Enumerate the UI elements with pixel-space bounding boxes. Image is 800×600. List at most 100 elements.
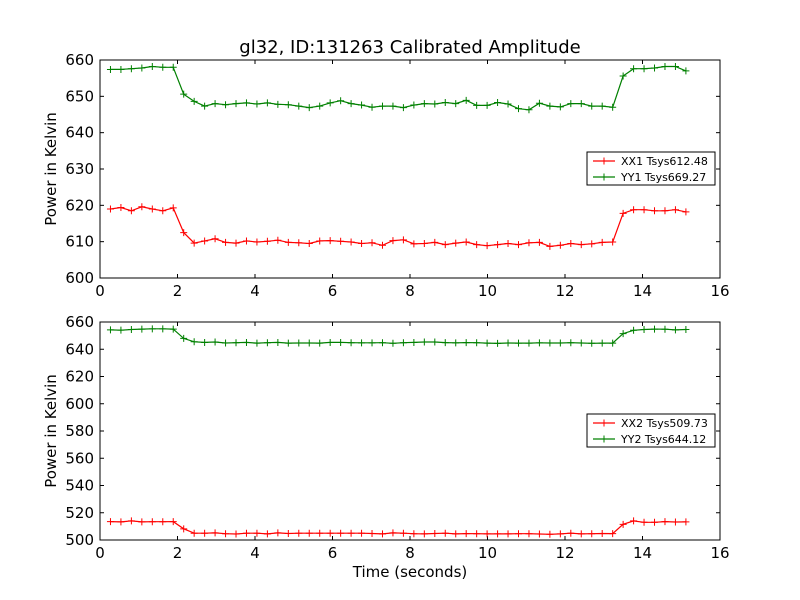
data-point (253, 100, 261, 108)
legend-marker (600, 157, 608, 165)
data-point (609, 530, 617, 538)
data-point (180, 334, 188, 342)
data-point (337, 97, 345, 105)
data-point (211, 100, 219, 108)
x-tick-label: 6 (328, 544, 338, 562)
data-point (253, 238, 261, 246)
data-point (190, 529, 198, 537)
data-point (295, 339, 303, 347)
data-point (326, 338, 334, 346)
data-point (556, 103, 564, 111)
data-point (682, 208, 690, 216)
y-tick-label: 630 (65, 160, 94, 178)
legend-box (586, 413, 716, 448)
data-point (420, 530, 428, 538)
data-point (106, 205, 114, 213)
data-point (201, 237, 209, 245)
x-tick-label: 12 (555, 544, 574, 562)
x-tick-label: 10 (478, 544, 497, 562)
data-point (420, 239, 428, 247)
legend-marker (600, 419, 608, 427)
data-point (661, 325, 669, 333)
data-point (389, 339, 397, 347)
series-line-yy (110, 65, 687, 111)
data-point (127, 65, 135, 73)
data-point (169, 204, 177, 212)
data-point (295, 239, 303, 247)
data-point (515, 530, 522, 538)
data-point (117, 326, 125, 334)
data-point (483, 242, 491, 250)
data-point (378, 339, 386, 347)
data-point (661, 207, 669, 215)
data-point (159, 325, 167, 333)
data-point (515, 339, 522, 347)
data-point (347, 238, 355, 246)
y-tick-label: 600 (65, 395, 94, 413)
data-point (389, 237, 397, 245)
data-point (567, 339, 575, 347)
data-point (504, 339, 512, 347)
data-point (441, 99, 449, 107)
data-point (473, 241, 481, 249)
data-point (462, 530, 470, 538)
y-axis-label: Power in Kelvin (42, 374, 60, 488)
data-point (399, 236, 407, 244)
x-tick-label: 4 (250, 282, 260, 300)
data-point (410, 240, 418, 248)
y-tick-label: 540 (65, 477, 94, 495)
data-point (138, 203, 146, 211)
data-point (378, 102, 386, 110)
data-point (619, 209, 627, 217)
data-point (515, 241, 522, 249)
data-point (159, 207, 167, 215)
data-point (316, 339, 324, 347)
data-point (169, 325, 177, 333)
data-point (577, 530, 585, 538)
data-point (577, 339, 585, 347)
data-point (316, 102, 324, 110)
data-point (358, 529, 366, 537)
data-point (473, 339, 481, 347)
data-point (588, 102, 596, 110)
data-point (682, 67, 690, 75)
chart-title: gl32, ID:131263 Calibrated Amplitude (239, 37, 580, 58)
data-point (284, 529, 292, 537)
data-point (222, 339, 230, 347)
data-point (358, 339, 366, 347)
data-point (148, 518, 156, 526)
data-point (598, 102, 606, 110)
data-point (504, 100, 512, 108)
data-point (117, 65, 125, 73)
data-point (441, 241, 449, 249)
data-point (431, 529, 439, 537)
x-tick-label: 14 (633, 544, 652, 562)
data-point (399, 104, 407, 112)
x-tick-label: 6 (328, 282, 338, 300)
y-tick-label: 660 (65, 313, 94, 331)
bottom-subplot: 0 2 4 6 8 10 12 14 16 500 520 540 560 580 600 620 640 660… (42, 313, 730, 581)
data-point (106, 65, 114, 73)
data-point (515, 105, 522, 113)
y-tick-label: 600 (65, 269, 94, 287)
data-point (651, 64, 659, 72)
data-point (535, 339, 543, 347)
x-axis-label: Time (seconds) (352, 563, 468, 581)
data-point (504, 239, 512, 247)
data-point (535, 530, 543, 538)
data-point (347, 529, 355, 537)
data-point (431, 338, 439, 346)
data-point (263, 237, 271, 245)
y-tick-label: 650 (65, 87, 94, 105)
data-point (494, 530, 502, 538)
data-point (284, 339, 292, 347)
legend-box (586, 151, 716, 186)
x-tick-label: 4 (250, 544, 260, 562)
data-point (504, 530, 512, 538)
y-tick-label: 520 (65, 504, 94, 522)
data-point (525, 106, 533, 114)
data-point (640, 65, 648, 73)
data-point (274, 338, 282, 346)
data-point (535, 238, 543, 246)
data-point (494, 99, 502, 107)
